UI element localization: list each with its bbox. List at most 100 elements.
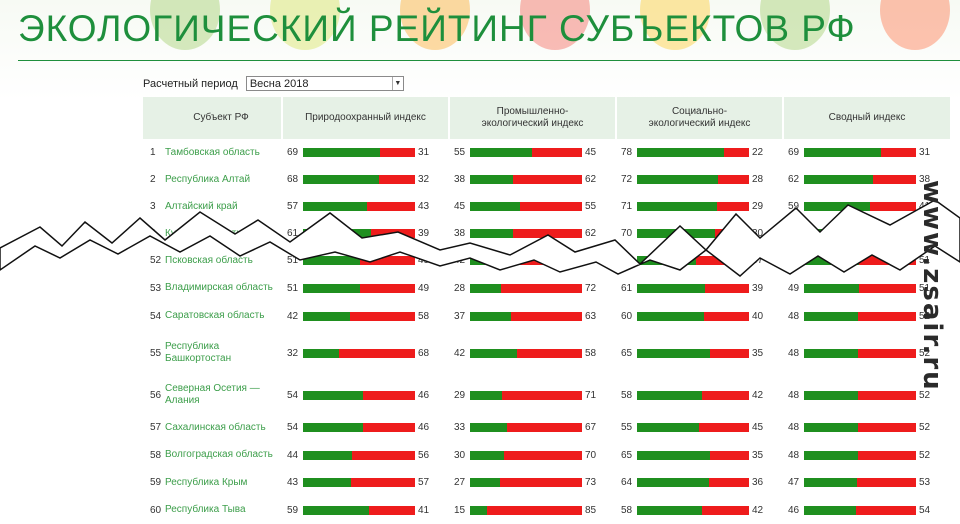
index-good-value: 27 — [454, 477, 466, 488]
index-bar-bad — [856, 478, 916, 487]
index-bar-bad — [506, 423, 582, 432]
index-bar-good — [470, 450, 504, 460]
index-bad-value: 31 — [418, 147, 430, 158]
index-good-value: 64 — [621, 477, 633, 488]
index-good-value: 45 — [454, 201, 466, 212]
index-bad-value: 57 — [418, 477, 430, 488]
column-header-summary[interactable]: Сводный индекс — [782, 97, 950, 139]
index-good-value: 46 — [788, 504, 800, 516]
index-bar-good — [804, 311, 858, 321]
social-index-cell: 72 28 — [616, 166, 783, 193]
index-bar-good — [303, 348, 339, 358]
index-good-value: 68 — [287, 174, 299, 185]
index-good-value: 48 — [788, 310, 800, 322]
index-bar-good — [470, 348, 518, 358]
nature-index-cell: 44 56 — [282, 441, 449, 469]
column-header-social[interactable]: Социально-экологический индекс — [615, 97, 783, 139]
index-bar-bad — [716, 202, 749, 211]
index-bar-good — [470, 478, 501, 487]
index-bar-good — [470, 423, 507, 432]
region-link[interactable]: Псковская область — [165, 254, 253, 266]
index-bar — [637, 450, 749, 460]
region-link[interactable]: Волгоградская область — [165, 449, 273, 460]
index-good-value: 44 — [287, 449, 299, 461]
page-title: ЭКОЛОГИЧЕСКИЙ РЕЙТИНГ СУБЪЕКТОВ РФ — [18, 8, 856, 49]
region-link[interactable]: Тамбовская область — [165, 146, 260, 158]
summary-index-cell: 48 52 — [783, 330, 950, 376]
index-bad-value: 51 — [919, 255, 931, 266]
index-good-value: 54 — [287, 422, 299, 433]
social-index-cell: 65 35 — [616, 441, 783, 469]
index-bar — [303, 505, 415, 515]
period-label: Расчетный период — [143, 77, 238, 90]
nature-index-cell: 69 31 — [282, 139, 449, 166]
index-bar-good — [303, 256, 361, 265]
index-good-value: 48 — [788, 449, 800, 461]
index-bar-good — [804, 202, 871, 211]
index-bar-bad — [360, 283, 415, 293]
region-link[interactable]: Сахалинская область — [165, 421, 266, 433]
index-bar-bad — [698, 423, 749, 432]
index-bad-value: 42 — [752, 389, 764, 401]
row-rank: 59 — [150, 477, 162, 488]
index-bad-value: 72 — [585, 282, 597, 294]
index-bar-bad — [704, 311, 749, 321]
index-good-value: 55 — [621, 422, 633, 433]
region-link[interactable]: Республика Крым — [165, 476, 248, 488]
index-bar-bad — [855, 505, 916, 515]
index-bad-value: 52 — [919, 449, 931, 461]
index-bad-value: 56 — [418, 449, 430, 461]
index-good-value: 33 — [454, 422, 466, 433]
column-header-nature[interactable]: Природоохранный индекс — [281, 97, 449, 139]
index-good-value: 65 — [621, 449, 633, 461]
index-bar — [470, 202, 582, 211]
social-index-cell: 61 39 — [616, 274, 783, 302]
index-bar — [470, 505, 582, 515]
column-header-industrial[interactable]: Промышленно-экологический индекс — [448, 97, 616, 139]
index-bad-value: 35 — [752, 347, 764, 359]
index-bar-good — [804, 283, 859, 293]
chevron-down-icon[interactable]: ▼ — [391, 77, 403, 90]
index-bar-bad — [709, 348, 749, 358]
index-good-value: 48 — [788, 422, 800, 433]
index-bad-value: 62 — [585, 228, 597, 239]
index-bar — [303, 256, 415, 265]
region-link[interactable]: Республика Алтай — [165, 173, 251, 185]
region-link[interactable]: Северная Осетия — Алания — [165, 383, 260, 406]
index-good-value: 42 — [454, 347, 466, 359]
row-rank: 56 — [150, 389, 162, 401]
region-link[interactable]: Владимирская область — [165, 282, 273, 293]
index-good-value: 47 — [788, 477, 800, 488]
summary-index-cell: 48 52 — [783, 441, 950, 469]
index-bar-bad — [369, 505, 415, 515]
industrial-index-cell: 38 62 — [449, 220, 616, 247]
region-link[interactable]: Саратовская область — [165, 310, 265, 321]
region-link[interactable]: Республика Башкортостан — [165, 341, 232, 364]
index-bar-bad — [520, 202, 582, 211]
table-row: 57 Сахалинская область 54 46 33 67 55 45 48 52 — [143, 414, 950, 441]
index-bar-good — [804, 478, 857, 487]
index-bad-value: 35 — [752, 449, 764, 461]
nature-index-cell: 32 68 — [282, 330, 449, 376]
index-bar-bad — [724, 148, 749, 157]
table-row: 59 Республика Крым 43 57 27 73 64 36 47 53 — [143, 469, 950, 496]
index-bar-good — [303, 175, 380, 184]
table-row: 58 Волгоградская область 44 56 30 70 65 35 48 52 — [143, 441, 950, 469]
index-bar-bad — [351, 478, 415, 487]
period-select[interactable]: Весна 2018 ▼ — [245, 76, 404, 91]
nature-index-cell: 54 46 — [282, 376, 449, 414]
social-index-cell: 60 40 — [616, 302, 783, 330]
index-good-value: 70 — [621, 228, 633, 239]
index-good-value: 38 — [454, 174, 466, 185]
index-bar-good — [637, 202, 717, 211]
index-bad-value: 52 — [919, 389, 931, 401]
region-link[interactable]: Алтайский край — [165, 200, 238, 212]
index-bar-good — [804, 505, 856, 515]
index-bar-good — [470, 311, 512, 321]
industrial-index-cell: 27 73 — [449, 469, 616, 496]
index-bar — [637, 423, 749, 432]
region-link[interactable]: Республика Тыва — [165, 504, 246, 515]
index-good-value: 58 — [621, 389, 633, 401]
index-good-value: 48 — [788, 389, 800, 401]
index-good-value: 60 — [621, 310, 633, 322]
